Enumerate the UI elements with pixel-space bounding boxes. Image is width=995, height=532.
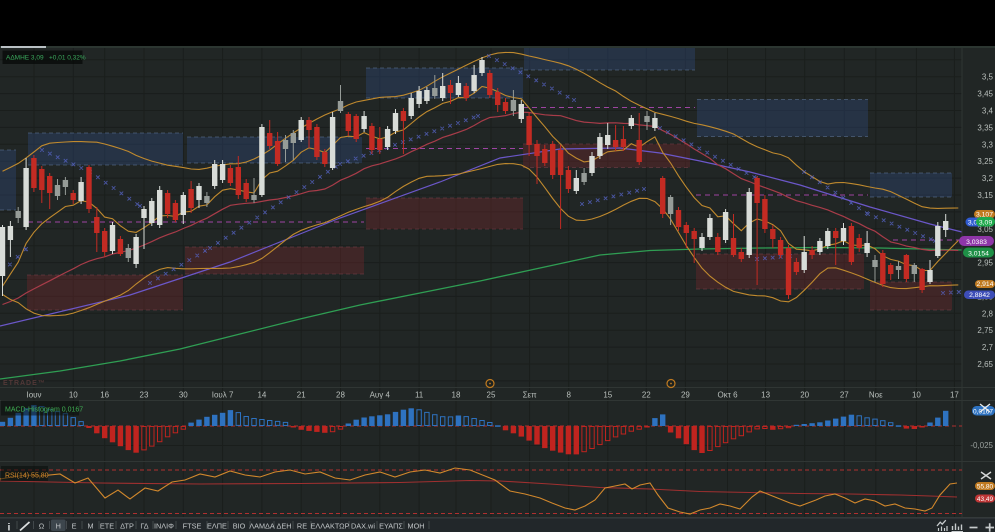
svg-text:ΔΕΗ: ΔΕΗ: [276, 522, 291, 531]
svg-text:Η: Η: [56, 522, 61, 531]
svg-text:i: i: [8, 522, 11, 532]
svg-text:Μ: Μ: [87, 522, 93, 531]
svg-text:28: 28: [336, 391, 345, 400]
svg-text:30: 30: [179, 391, 188, 400]
svg-text:15: 15: [603, 391, 612, 400]
svg-text:2,914: 2,914: [976, 281, 993, 288]
svg-text:Ιουν: Ιουν: [26, 391, 41, 400]
svg-text:14: 14: [257, 391, 266, 400]
svg-text:ΜΟΗ: ΜΟΗ: [407, 522, 424, 531]
svg-text:23: 23: [140, 391, 149, 400]
svg-text:3,107: 3,107: [976, 211, 993, 218]
svg-text:22: 22: [642, 391, 651, 400]
svg-text:2,8: 2,8: [982, 309, 994, 318]
svg-text:Ω: Ω: [39, 522, 45, 531]
svg-text:3,25: 3,25: [977, 157, 993, 166]
svg-text:21: 21: [297, 391, 306, 400]
svg-text:27: 27: [840, 391, 849, 400]
svg-text:11: 11: [415, 391, 424, 400]
svg-text:ETRADE™: ETRADE™: [3, 380, 46, 387]
svg-text:3,35: 3,35: [977, 123, 993, 132]
svg-text:ΕΛΠΕ: ΕΛΠΕ: [207, 522, 227, 531]
svg-text:10: 10: [912, 391, 921, 400]
svg-text:3,2: 3,2: [982, 174, 994, 183]
svg-text:2,65: 2,65: [977, 360, 993, 369]
svg-text:3,15: 3,15: [977, 191, 993, 200]
svg-text:Αυγ 4: Αυγ 4: [370, 391, 391, 400]
svg-text:ΒΙΟ: ΒΙΟ: [233, 522, 246, 531]
svg-text:ΙΝΛΙΦ: ΙΝΛΙΦ: [154, 522, 174, 531]
svg-text:3,5: 3,5: [982, 73, 994, 82]
svg-text:3,05: 3,05: [977, 225, 993, 234]
svg-text:2,75: 2,75: [977, 326, 993, 335]
svg-text:0,0167: 0,0167: [973, 409, 993, 416]
svg-text:8: 8: [566, 391, 571, 400]
svg-text:3,4: 3,4: [982, 107, 994, 116]
svg-text:MACD-Histogram 0,0167: MACD-Histogram 0,0167: [5, 407, 83, 414]
svg-text:FTSE: FTSE: [183, 522, 202, 531]
svg-text:18: 18: [452, 391, 461, 400]
svg-text:ΔΤΡ: ΔΤΡ: [120, 522, 134, 531]
svg-text:13: 13: [761, 391, 770, 400]
svg-text:3,06: 3,06: [968, 219, 981, 226]
svg-text:Οκτ 6: Οκτ 6: [717, 391, 738, 400]
svg-text:Ε: Ε: [72, 522, 77, 531]
svg-text:ΕΛΛΑΚΤΩΡ: ΕΛΛΑΚΤΩΡ: [311, 522, 350, 531]
svg-text:2,7: 2,7: [982, 343, 994, 352]
svg-text:-0,025: -0,025: [970, 441, 993, 450]
svg-text:10: 10: [69, 391, 78, 400]
svg-text:Σεπ: Σεπ: [523, 391, 538, 400]
svg-text:RSI(14) 55,80: RSI(14) 55,80: [5, 473, 49, 480]
svg-text:3,0154: 3,0154: [968, 250, 989, 257]
svg-text:ΕΥΑΠΣ: ΕΥΑΠΣ: [379, 522, 403, 531]
svg-text:16: 16: [100, 391, 109, 400]
svg-text:Ιουλ 7: Ιουλ 7: [212, 391, 234, 400]
svg-text:20: 20: [800, 391, 809, 400]
svg-text:17: 17: [950, 391, 959, 400]
svg-text:3,0383: 3,0383: [966, 239, 987, 246]
svg-text:ΕΤΕ: ΕΤΕ: [100, 522, 114, 531]
svg-text:RE: RE: [297, 522, 307, 531]
svg-text:ΑΔΜΗΕ 3,09 +0,01 0,32%: ΑΔΜΗΕ 3,09 +0,01 0,32%: [6, 55, 86, 62]
svg-text:DAX.wi: DAX.wi: [351, 522, 375, 531]
svg-text:ΓΔ: ΓΔ: [140, 522, 148, 531]
svg-text:2,95: 2,95: [977, 259, 993, 268]
svg-text:25: 25: [487, 391, 496, 400]
svg-text:3,45: 3,45: [977, 90, 993, 99]
svg-text:Νοε: Νοε: [869, 391, 883, 400]
svg-text:43,49: 43,49: [977, 496, 994, 503]
svg-text:ΛΑΜΔΑ: ΛΑΜΔΑ: [249, 522, 275, 531]
svg-text:29: 29: [681, 391, 690, 400]
svg-text:3,09: 3,09: [979, 219, 992, 226]
svg-text:2,8842: 2,8842: [969, 292, 990, 299]
svg-text:55,80: 55,80: [977, 484, 994, 491]
svg-text:3,3: 3,3: [982, 140, 994, 149]
